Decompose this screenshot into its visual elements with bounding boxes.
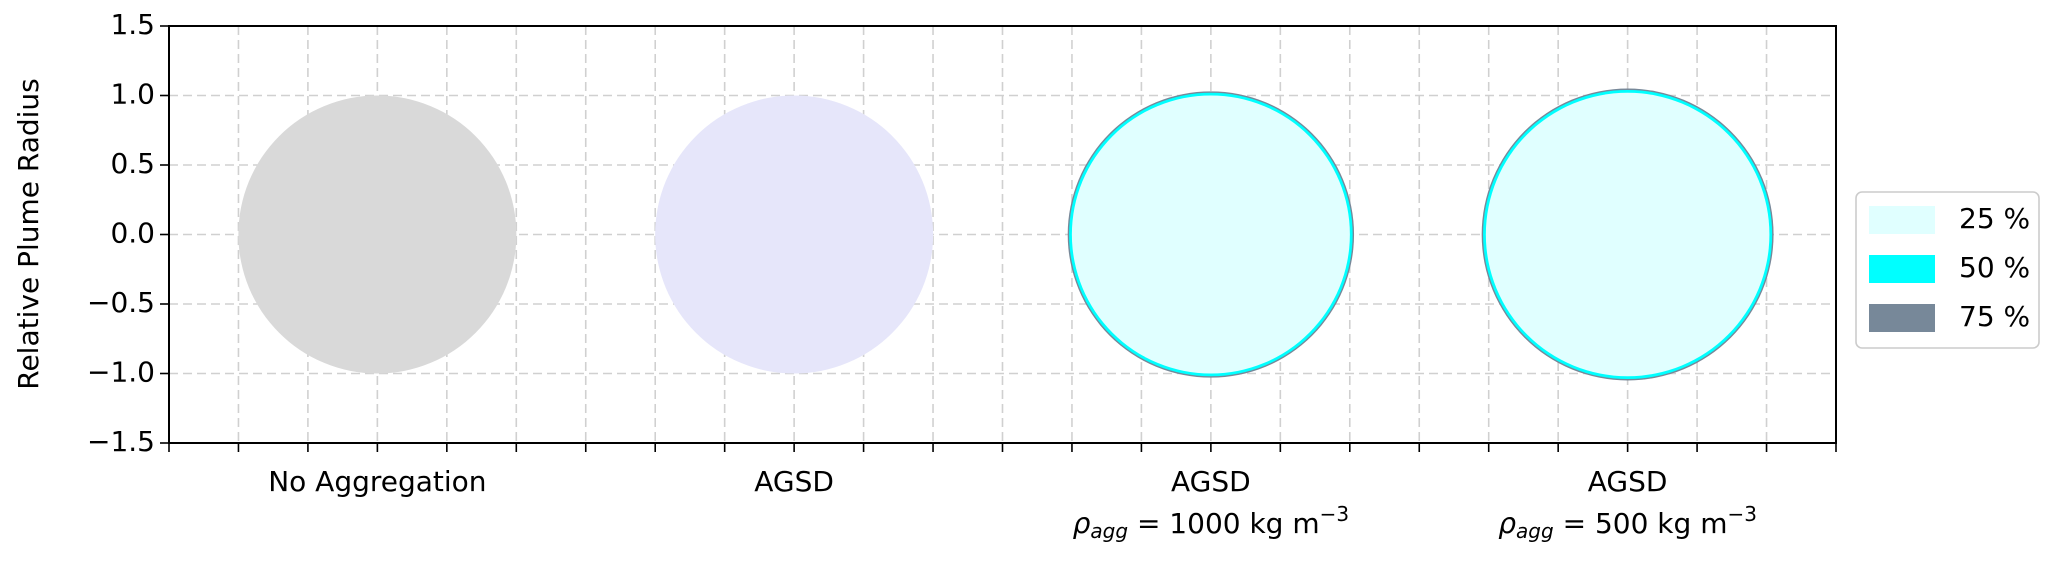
y-tick-label: −1.0 — [87, 356, 155, 389]
label-text: = 1000 kg m — [1128, 507, 1320, 540]
percentile-circle — [1485, 92, 1770, 377]
label-superscript: −3 — [1727, 502, 1756, 526]
x-category-sublabel: ρagg = 1000 kg m−3 — [1073, 502, 1350, 543]
plume-circle — [655, 95, 934, 374]
y-axis-label: Relative Plume Radius — [12, 78, 45, 390]
plot-frame — [168, 25, 1837, 444]
legend-swatch — [1869, 206, 1935, 234]
label-text: = 500 kg m — [1554, 507, 1728, 540]
label-subscript: agg — [1090, 519, 1128, 543]
label-subscript: agg — [1516, 519, 1554, 543]
x-category-label: No Aggregation — [268, 465, 486, 498]
y-tick-label: −0.5 — [87, 286, 155, 319]
x-category-sublabel: ρagg = 500 kg m−3 — [1498, 502, 1757, 543]
percentile-circle — [1071, 95, 1350, 374]
y-tick-label: 0.5 — [110, 147, 155, 180]
label-superscript: −3 — [1320, 502, 1349, 526]
y-tick-label: 0.0 — [110, 217, 155, 250]
label-symbol: ρ — [1073, 507, 1091, 540]
legend-label: 75 % — [1959, 300, 2030, 333]
legend-label: 25 % — [1959, 202, 2030, 235]
x-category-label: AGSD — [754, 465, 834, 498]
legend-swatch — [1869, 255, 1935, 283]
y-tick-label: 1.5 — [110, 8, 155, 41]
legend-label: 50 % — [1959, 251, 2030, 284]
label-symbol: ρ — [1498, 507, 1516, 540]
x-category-label: AGSD — [1171, 465, 1251, 498]
x-category-label: AGSD — [1588, 465, 1668, 498]
legend-swatch — [1869, 304, 1935, 332]
y-tick-label: 1.0 — [110, 78, 155, 111]
y-tick-label: −1.5 — [87, 425, 155, 458]
plume-circle — [238, 95, 517, 374]
